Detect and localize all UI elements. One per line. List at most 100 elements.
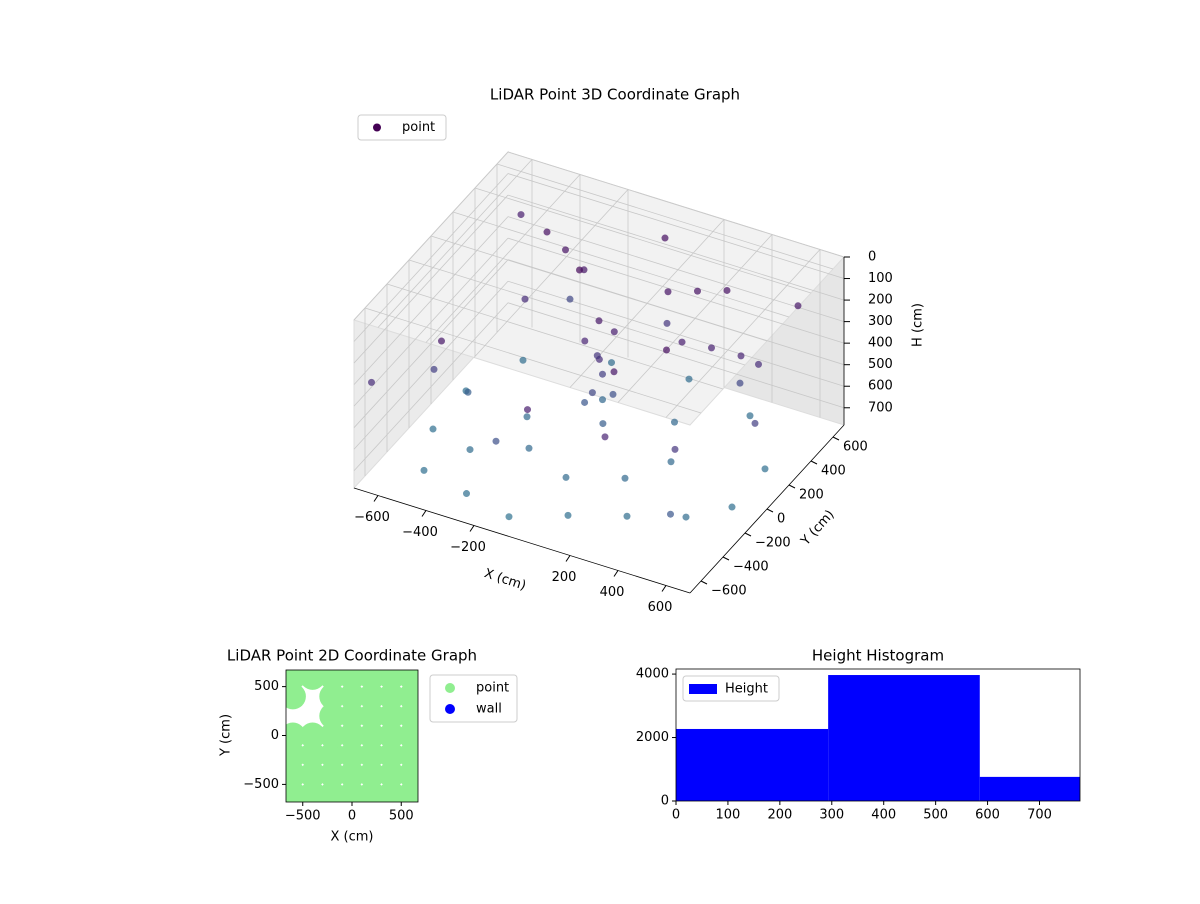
point — [599, 396, 606, 404]
point — [286, 742, 306, 769]
plot-frame — [675, 668, 1081, 802]
point — [339, 781, 365, 802]
point — [595, 317, 603, 325]
y-tick — [722, 556, 730, 561]
point — [358, 742, 385, 769]
point — [663, 319, 671, 327]
grid-line — [353, 216, 509, 385]
point — [464, 388, 472, 396]
x-tick-label: 400 — [871, 808, 896, 823]
y-tick — [766, 508, 774, 513]
point — [599, 420, 607, 428]
point — [286, 761, 306, 788]
point — [358, 702, 385, 729]
point — [378, 722, 405, 749]
point — [562, 246, 569, 254]
chart-title: Height Histogram — [812, 647, 944, 665]
point — [588, 389, 596, 397]
point — [519, 356, 527, 364]
chart-histogram: 0 100 200 300 400 500 600 700 0 2000 4000 Height Hi… — [636, 647, 1081, 823]
grid-line — [507, 151, 845, 258]
point — [761, 465, 769, 473]
point — [299, 722, 326, 749]
point — [678, 338, 686, 346]
grid-line — [364, 307, 702, 414]
point — [319, 722, 346, 749]
x-tick-label: 500 — [389, 809, 414, 824]
point — [521, 295, 529, 303]
grid-line — [353, 302, 509, 472]
y-tick-label: −400 — [733, 560, 769, 575]
y-tick-label: 500 — [254, 679, 279, 694]
point — [525, 444, 533, 452]
bar — [979, 776, 1080, 801]
point — [420, 466, 428, 474]
x-tick-label: −200 — [450, 540, 486, 555]
x-tick-label: 700 — [1027, 808, 1052, 823]
grid-line — [474, 187, 812, 294]
point — [667, 510, 674, 518]
point — [398, 742, 418, 769]
x-tick-label: −400 — [402, 525, 438, 540]
point — [609, 390, 617, 398]
y-tick-label: 600 — [843, 440, 868, 455]
y-tick-label: 400 — [821, 464, 846, 479]
chart-3d: −600 −400 −200 200 400 600 −600 −400 −200 0 200 400… — [353, 86, 926, 615]
legend-marker — [689, 684, 717, 694]
point — [751, 419, 759, 427]
x-tick-label: 500 — [923, 808, 948, 823]
y-tick-label: −600 — [711, 584, 747, 599]
legend-marker — [373, 123, 381, 132]
bar — [828, 675, 980, 801]
grid-line — [353, 173, 509, 342]
legend-label: point — [402, 120, 435, 135]
point — [664, 288, 672, 296]
x-tick — [661, 585, 667, 592]
point — [378, 683, 405, 710]
point — [319, 781, 346, 802]
legend-marker — [445, 704, 455, 714]
point — [438, 337, 445, 345]
z-tick-label: 400 — [868, 336, 893, 351]
point — [564, 511, 572, 519]
point — [358, 761, 385, 788]
point — [685, 375, 693, 383]
grid-line — [507, 216, 845, 322]
point — [398, 683, 418, 710]
point — [319, 761, 346, 788]
point — [671, 445, 679, 453]
point — [378, 761, 405, 788]
point — [339, 670, 365, 690]
point — [728, 503, 736, 511]
point — [319, 742, 346, 769]
point — [667, 458, 675, 466]
point — [737, 352, 745, 360]
x-tick — [469, 525, 475, 532]
legend-marker — [445, 683, 455, 693]
point — [398, 702, 418, 729]
point — [358, 683, 385, 710]
y-tick — [810, 460, 818, 465]
point — [723, 286, 731, 294]
x-tick — [613, 570, 619, 577]
point — [566, 295, 574, 303]
grid-line — [353, 280, 509, 450]
chart-2d: −500 0 500 −500 0 500 LiDAR Point 2D Coordinat… — [219, 647, 518, 845]
x-tick — [421, 510, 427, 517]
point — [299, 761, 326, 788]
y-tick-label: −500 — [243, 777, 279, 792]
axis-line — [353, 487, 691, 594]
point — [358, 722, 385, 749]
z-tick-label: 300 — [868, 314, 893, 329]
x-tick-label: 600 — [648, 600, 673, 615]
point — [621, 474, 629, 482]
point — [398, 761, 418, 788]
z-axis-label: H (cm) — [911, 303, 926, 347]
x-tick-label: 400 — [600, 585, 625, 600]
point — [623, 512, 631, 520]
point — [576, 266, 583, 274]
point — [430, 365, 438, 373]
point — [581, 337, 589, 345]
point — [492, 437, 500, 445]
